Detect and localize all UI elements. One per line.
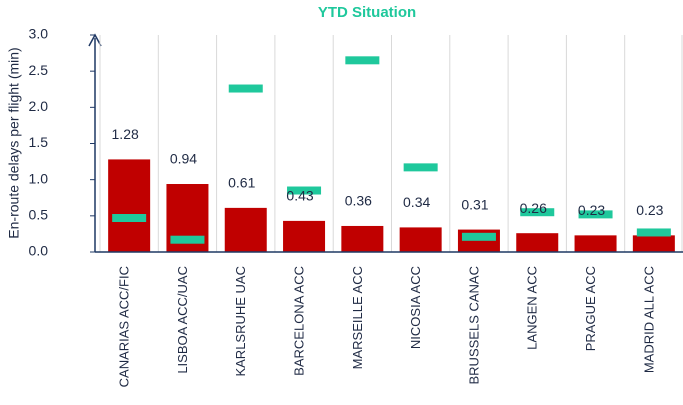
target-marker	[287, 186, 322, 195]
bar	[224, 207, 267, 252]
bar	[574, 235, 617, 252]
x-tick-label: MADRID ALL ACC	[641, 266, 656, 373]
data-label: 0.23	[578, 202, 605, 218]
data-label: 0.31	[461, 196, 488, 212]
x-tick-label: LANGEN ACC	[525, 266, 540, 350]
y-tick-label: 3.0	[29, 26, 49, 42]
data-label: 1.28	[112, 126, 139, 142]
target-marker	[461, 232, 496, 241]
y-tick-label: 0.5	[29, 207, 49, 223]
target-marker	[578, 210, 613, 219]
bar	[632, 235, 675, 252]
data-label: 0.34	[403, 194, 430, 210]
y-tick-label: 1.0	[29, 170, 49, 186]
x-tick-label: MARSEILLE ACC	[350, 266, 365, 369]
target-marker	[636, 228, 671, 237]
x-tick-label: CANARIAS ACC/FIC	[117, 266, 132, 387]
target-marker	[228, 84, 263, 93]
x-tick-label: PRAGUE ACC	[583, 266, 598, 351]
target-marker	[112, 214, 147, 223]
chart-title: YTD Situation	[318, 4, 416, 21]
y-tick-label: 1.5	[29, 134, 49, 150]
data-label: 0.43	[286, 188, 313, 204]
y-tick-label: 2.0	[29, 98, 49, 114]
bar	[341, 225, 384, 252]
target-marker	[520, 208, 555, 217]
x-tick-label: BARCELONA ACC	[291, 266, 306, 376]
x-tick-label: NICOSIA ACC	[408, 266, 423, 349]
data-label: 0.23	[636, 202, 663, 218]
y-tick-label: 2.5	[29, 62, 49, 78]
data-label: 0.61	[228, 175, 255, 191]
data-label: 0.36	[345, 193, 372, 209]
bar	[283, 220, 326, 252]
bar	[516, 233, 559, 252]
target-marker	[170, 235, 205, 244]
x-tick-label: LISBOA ACC/UAC	[175, 266, 190, 374]
data-label: 0.94	[170, 151, 197, 167]
target-marker	[345, 56, 380, 65]
data-label: 0.26	[520, 200, 547, 216]
x-tick-label: KARLSRUHE UAC	[233, 266, 248, 377]
y-tick-label: 0.0	[29, 243, 49, 259]
target-marker	[403, 163, 438, 172]
x-tick-label: BRUSSELS CANAC	[466, 266, 481, 384]
bar	[108, 159, 151, 252]
bar	[399, 227, 442, 252]
y-axis-label: En-route delays per flight (min)	[6, 47, 22, 238]
